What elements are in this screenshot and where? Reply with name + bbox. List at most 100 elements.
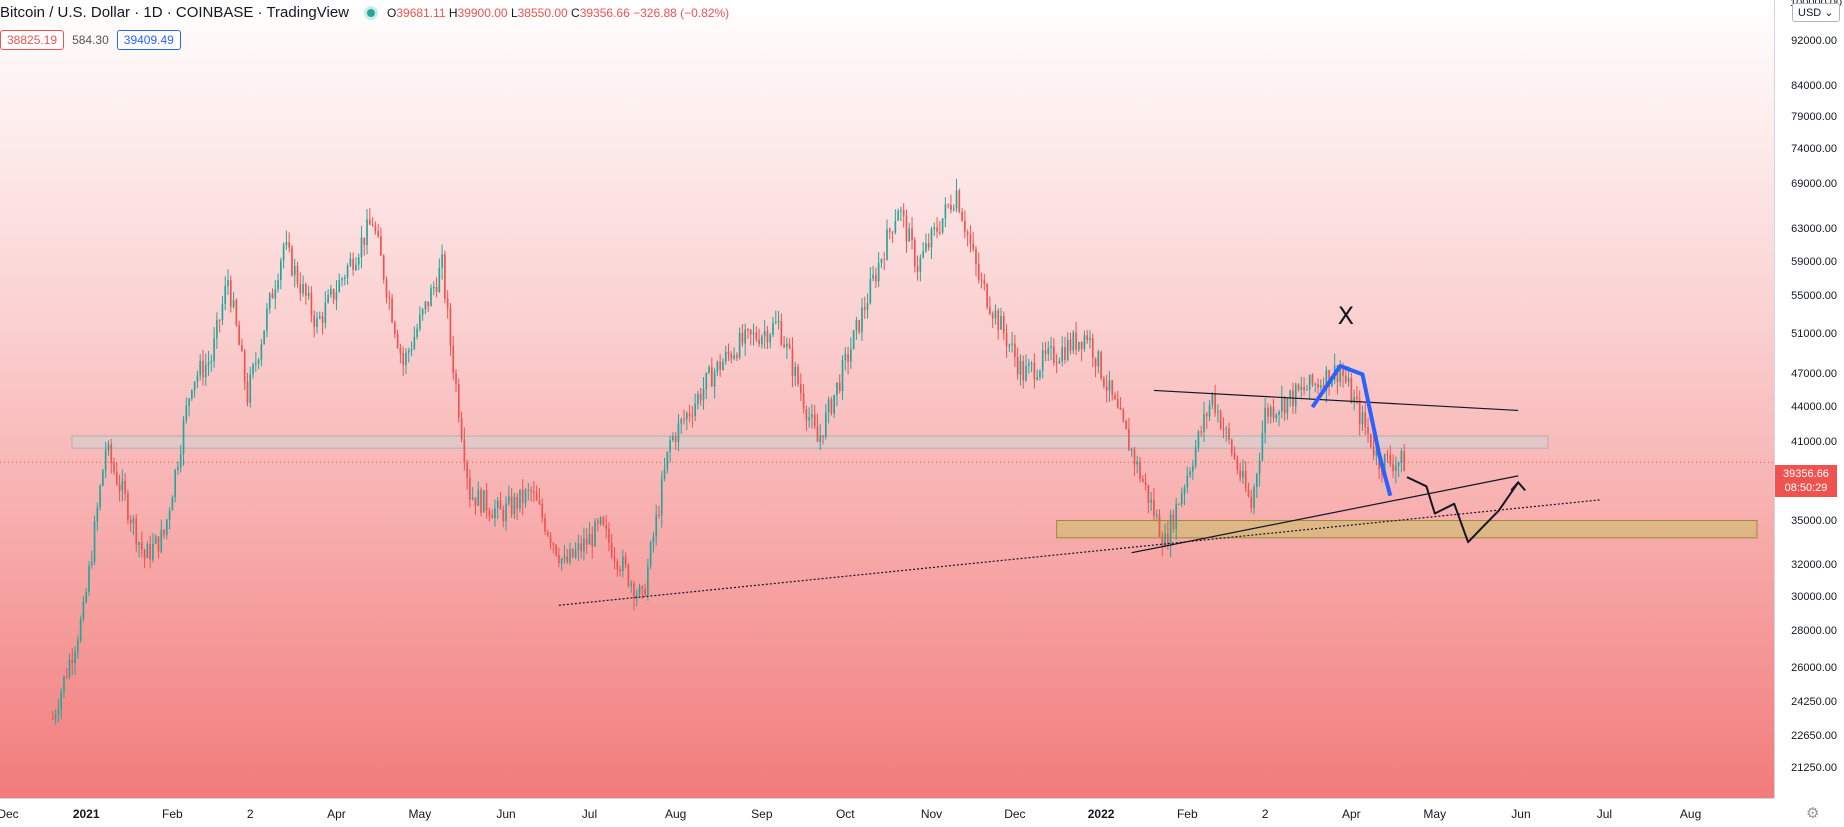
- candle-body: [1347, 378, 1350, 382]
- price-axis[interactable]: 92000.00 84000.00 79000.00 74000.00 69000.00…: [1774, 0, 1844, 798]
- candle-body: [986, 284, 988, 308]
- candle-body: [380, 236, 382, 256]
- price-chart[interactable]: X: [0, 0, 1774, 798]
- candle-body: [591, 534, 594, 547]
- candle-body: [947, 204, 950, 206]
- candle-body: [1403, 451, 1406, 471]
- candle-body: [858, 319, 861, 333]
- candle-body: [1255, 474, 1258, 488]
- candle-body: [129, 519, 132, 524]
- candle-body: [1189, 471, 1191, 476]
- candle-body: [1141, 478, 1144, 482]
- candle-body: [132, 518, 135, 524]
- candle-body: [357, 257, 360, 265]
- candle-body: [207, 362, 210, 365]
- candle-body: [71, 659, 74, 663]
- candle-body: [688, 413, 691, 416]
- candle-body: [808, 417, 810, 421]
- candle-body: [697, 393, 699, 404]
- candle-body: [749, 329, 752, 335]
- candle-body: [1253, 487, 1255, 509]
- candle-body: [1114, 394, 1116, 400]
- candle-body: [305, 284, 307, 296]
- candle-body: [777, 321, 780, 323]
- currency-button[interactable]: USD ⌄: [1792, 3, 1840, 22]
- candle-body: [891, 231, 894, 233]
- candle-body: [1311, 374, 1314, 385]
- candle-body: [780, 321, 783, 345]
- candle-body: [257, 359, 260, 364]
- candle-body: [1052, 346, 1055, 363]
- candle-body: [989, 307, 991, 314]
- candle-body: [769, 334, 772, 343]
- candle-body: [647, 566, 649, 596]
- candle-body: [1144, 481, 1147, 486]
- candle-body: [755, 332, 758, 340]
- candle-body: [1275, 414, 1278, 419]
- candle-body: [969, 234, 972, 244]
- candle-body: [324, 302, 327, 323]
- candle-body: [638, 586, 641, 595]
- candle-body: [694, 403, 696, 417]
- candle-body: [1175, 503, 1178, 529]
- candle-body: [421, 309, 424, 315]
- candle-body: [1075, 332, 1077, 350]
- candle-body: [741, 332, 744, 344]
- candle-body: [1367, 427, 1369, 434]
- time-tick-label: Sep: [751, 807, 773, 821]
- symbol-title[interactable]: Bitcoin / U.S. Dollar · 1D · COINBASE · …: [0, 4, 349, 21]
- bid-price[interactable]: 38825.19: [0, 30, 65, 50]
- time-tick-label: May: [1423, 807, 1447, 821]
- gear-icon[interactable]: ⚙: [1806, 805, 1820, 822]
- candle-body: [824, 411, 827, 438]
- price-tick-label: 35000.00: [1791, 514, 1837, 527]
- candle-body: [54, 714, 57, 719]
- candle-body: [274, 289, 277, 299]
- candle-body: [469, 477, 471, 500]
- candle-body: [432, 286, 435, 289]
- candle-body: [833, 394, 836, 414]
- time-axis[interactable]: Dec 2021 Feb 2 Apr May Jun Jul Aug Sep Oct Nov Dec 20…: [0, 798, 1774, 827]
- candle-body: [499, 500, 502, 510]
- candle-body: [1342, 369, 1344, 376]
- time-tick-label: Feb: [162, 807, 183, 821]
- candle-body: [488, 510, 491, 516]
- candle-body: [99, 485, 101, 508]
- candle-body: [722, 361, 724, 371]
- candle-body: [1005, 333, 1008, 347]
- candle-body: [1319, 385, 1322, 388]
- candle-body: [649, 542, 652, 567]
- candle-body: [663, 469, 666, 479]
- candle-body: [502, 509, 505, 521]
- candle-body: [346, 265, 349, 278]
- candle-body: [57, 709, 60, 715]
- candle-body: [177, 467, 179, 470]
- candle-body: [1091, 337, 1094, 359]
- chart-area[interactable]: X Bitcoin / U.S. Dollar · 1D · COINBASE …: [0, 0, 1774, 798]
- support-zone: [1056, 520, 1758, 539]
- candle-body: [399, 347, 402, 354]
- candle-body: [861, 307, 863, 333]
- candle-body: [519, 489, 521, 509]
- candle-body: [1111, 380, 1114, 395]
- candle-body: [1019, 361, 1022, 375]
- candle-body: [193, 381, 196, 391]
- candle-body: [538, 500, 541, 504]
- candle-body: [288, 242, 291, 248]
- candle-body: [1033, 363, 1036, 380]
- candle-body: [669, 440, 671, 452]
- projection-path: [1406, 476, 1520, 544]
- candle-body: [630, 583, 633, 586]
- candle-body: [1116, 399, 1119, 408]
- candle-body: [93, 521, 96, 563]
- candle-body: [477, 489, 480, 506]
- candle-body: [822, 435, 824, 438]
- price-tick-label: 32000.00: [1791, 558, 1837, 571]
- candle-body: [135, 518, 138, 545]
- candle-body: [1064, 346, 1066, 360]
- candle-body: [199, 360, 202, 376]
- ask-price[interactable]: 39409.49: [116, 30, 181, 50]
- candle-body: [1350, 378, 1353, 403]
- candle-body: [382, 255, 385, 280]
- candle-body: [1300, 386, 1303, 390]
